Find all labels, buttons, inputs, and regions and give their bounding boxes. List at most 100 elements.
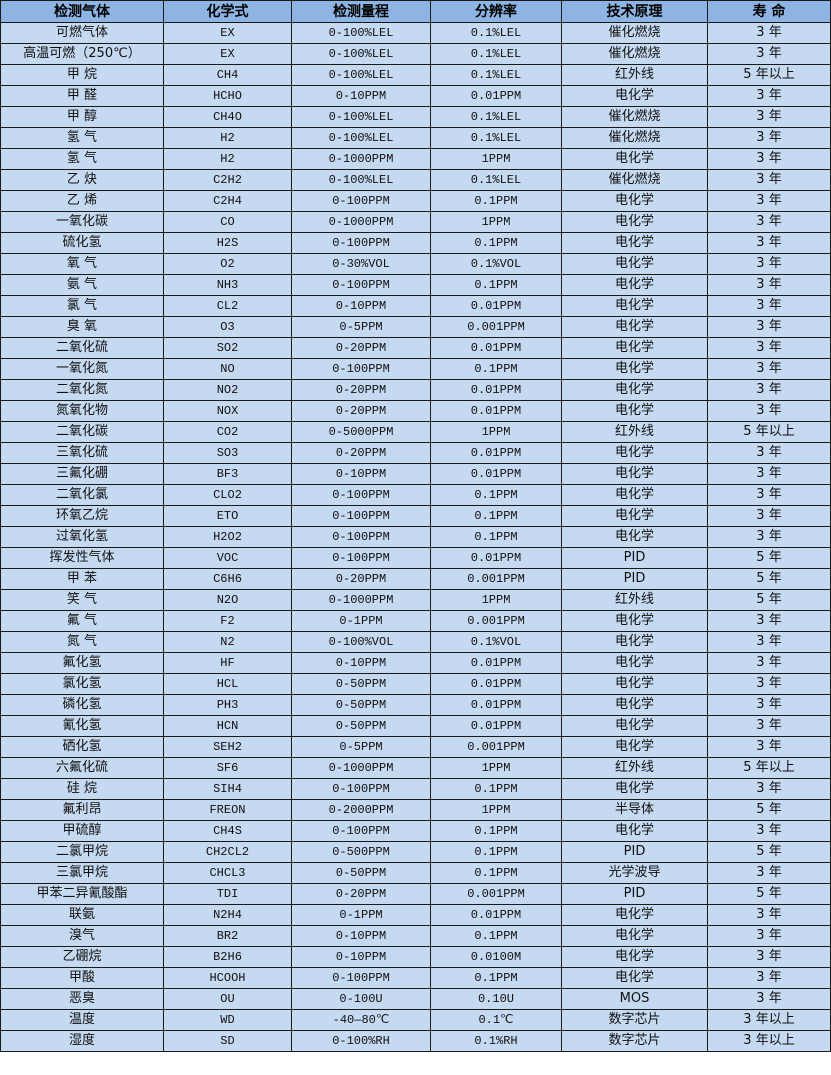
gas-cell: 溴气 [0, 925, 164, 947]
lifespan-cell: 3 年 [707, 736, 831, 758]
range-cell: 0-50PPM [291, 715, 431, 737]
gas-cell: 氢 气 [0, 127, 164, 149]
table-row: 氟化氢 HF 0-10PPM 0.01PPM 电化学 3 年 [0, 652, 831, 674]
gas-cell: 温度 [0, 1009, 164, 1031]
principle-cell: 红外线 [561, 757, 708, 779]
gas-cell: 甲硫醇 [0, 820, 164, 842]
table-row: 硅 烷 SIH4 0-100PPM 0.1PPM 电化学 3 年 [0, 778, 831, 800]
header-lifespan: 寿 命 [707, 0, 831, 23]
gas-cell: 氟利昂 [0, 799, 164, 821]
table-row: 甲 醛 HCHO 0-10PPM 0.01PPM 电化学 3 年 [0, 85, 831, 107]
table-row: 恶臭 OU 0-100U 0.10U MOS 3 年 [0, 988, 831, 1010]
header-principle: 技术原理 [561, 0, 708, 23]
range-cell: -40—80℃ [291, 1009, 431, 1031]
lifespan-cell: 3 年 [707, 232, 831, 254]
range-cell: 0-1000PPM [291, 148, 431, 170]
lifespan-cell: 3 年 [707, 862, 831, 884]
range-cell: 0-50PPM [291, 673, 431, 695]
resolution-cell: 0.1PPM [430, 484, 562, 506]
principle-cell: 光学波导 [561, 862, 708, 884]
principle-cell: 电化学 [561, 85, 708, 107]
table-row: 磷化氢 PH3 0-50PPM 0.01PPM 电化学 3 年 [0, 694, 831, 716]
formula-cell: SEH2 [163, 736, 292, 758]
range-cell: 0-100PPM [291, 820, 431, 842]
table-row: 氮氧化物 NOX 0-20PPM 0.01PPM 电化学 3 年 [0, 400, 831, 422]
table-row: 笑 气 N2O 0-1000PPM 1PPM 红外线 5 年 [0, 589, 831, 611]
resolution-cell: 0.1PPM [430, 505, 562, 527]
principle-cell: 红外线 [561, 64, 708, 86]
lifespan-cell: 3 年 [707, 463, 831, 485]
formula-cell: EX [163, 43, 292, 65]
range-cell: 0-1000PPM [291, 211, 431, 233]
resolution-cell: 0.01PPM [430, 442, 562, 464]
lifespan-cell: 3 年 [707, 631, 831, 653]
formula-cell: ETO [163, 505, 292, 527]
principle-cell: 催化燃烧 [561, 127, 708, 149]
gas-cell: 二氧化氮 [0, 379, 164, 401]
resolution-cell: 0.01PPM [430, 400, 562, 422]
range-cell: 0-20PPM [291, 400, 431, 422]
range-cell: 0-5000PPM [291, 421, 431, 443]
principle-cell: 电化学 [561, 526, 708, 548]
formula-cell: N2O [163, 589, 292, 611]
formula-cell: HCN [163, 715, 292, 737]
principle-cell: 数字芯片 [561, 1009, 708, 1031]
lifespan-cell: 5 年 [707, 568, 831, 590]
range-cell: 0-100PPM [291, 547, 431, 569]
lifespan-cell: 3 年 [707, 778, 831, 800]
principle-cell: 电化学 [561, 148, 708, 170]
gas-cell: 环氧乙烷 [0, 505, 164, 527]
range-cell: 0-100PPM [291, 274, 431, 296]
resolution-cell: 0.1PPM [430, 862, 562, 884]
lifespan-cell: 5 年 [707, 547, 831, 569]
formula-cell: H2 [163, 127, 292, 149]
resolution-cell: 0.1PPM [430, 358, 562, 380]
table-row: 氟利昂 FREON 0-2000PPM 1PPM 半导体 5 年 [0, 799, 831, 821]
header-formula: 化学式 [163, 0, 292, 23]
table-row: 三氟化硼 BF3 0-10PPM 0.01PPM 电化学 3 年 [0, 463, 831, 485]
gas-cell: 三氟化硼 [0, 463, 164, 485]
formula-cell: HCL [163, 673, 292, 695]
formula-cell: WD [163, 1009, 292, 1031]
resolution-cell: 0.1%LEL [430, 22, 562, 44]
principle-cell: 电化学 [561, 694, 708, 716]
table-row: 湿度 SD 0-100%RH 0.1%RH 数字芯片 3 年以上 [0, 1030, 831, 1052]
table-row: 氯 气 CL2 0-10PPM 0.01PPM 电化学 3 年 [0, 295, 831, 317]
principle-cell: 电化学 [561, 946, 708, 968]
resolution-cell: 0.01PPM [430, 85, 562, 107]
formula-cell: H2 [163, 148, 292, 170]
range-cell: 0-100%LEL [291, 127, 431, 149]
gas-cell: 氨 气 [0, 274, 164, 296]
gas-cell: 氰化氢 [0, 715, 164, 737]
resolution-cell: 0.1PPM [430, 820, 562, 842]
principle-cell: 电化学 [561, 190, 708, 212]
formula-cell: CLO2 [163, 484, 292, 506]
gas-cell: 氯 气 [0, 295, 164, 317]
formula-cell: CO2 [163, 421, 292, 443]
resolution-cell: 0.0100M [430, 946, 562, 968]
formula-cell: SO3 [163, 442, 292, 464]
range-cell: 0-100%LEL [291, 169, 431, 191]
table-row: 二氧化氯 CLO2 0-100PPM 0.1PPM 电化学 3 年 [0, 484, 831, 506]
formula-cell: CL2 [163, 295, 292, 317]
table-row: 乙硼烷 B2H6 0-10PPM 0.0100M 电化学 3 年 [0, 946, 831, 968]
formula-cell: BR2 [163, 925, 292, 947]
range-cell: 0-100PPM [291, 526, 431, 548]
lifespan-cell: 3 年 [707, 673, 831, 695]
formula-cell: SIH4 [163, 778, 292, 800]
table-row: 高温可燃（250℃） EX 0-100%LEL 0.1%LEL 催化燃烧 3 年 [0, 43, 831, 65]
resolution-cell: 0.001PPM [430, 610, 562, 632]
formula-cell: EX [163, 22, 292, 44]
resolution-cell: 0.001PPM [430, 316, 562, 338]
resolution-cell: 1PPM [430, 589, 562, 611]
gas-cell: 氯化氢 [0, 673, 164, 695]
resolution-cell: 0.1PPM [430, 925, 562, 947]
range-cell: 0-10PPM [291, 925, 431, 947]
header-row: 检测气体 化学式 检测量程 分辨率 技术原理 寿 命 [0, 0, 831, 23]
table-row: 二氧化硫 SO2 0-20PPM 0.01PPM 电化学 3 年 [0, 337, 831, 359]
formula-cell: BF3 [163, 463, 292, 485]
lifespan-cell: 3 年以上 [707, 1009, 831, 1031]
lifespan-cell: 3 年 [707, 379, 831, 401]
resolution-cell: 0.01PPM [430, 547, 562, 569]
resolution-cell: 0.01PPM [430, 904, 562, 926]
